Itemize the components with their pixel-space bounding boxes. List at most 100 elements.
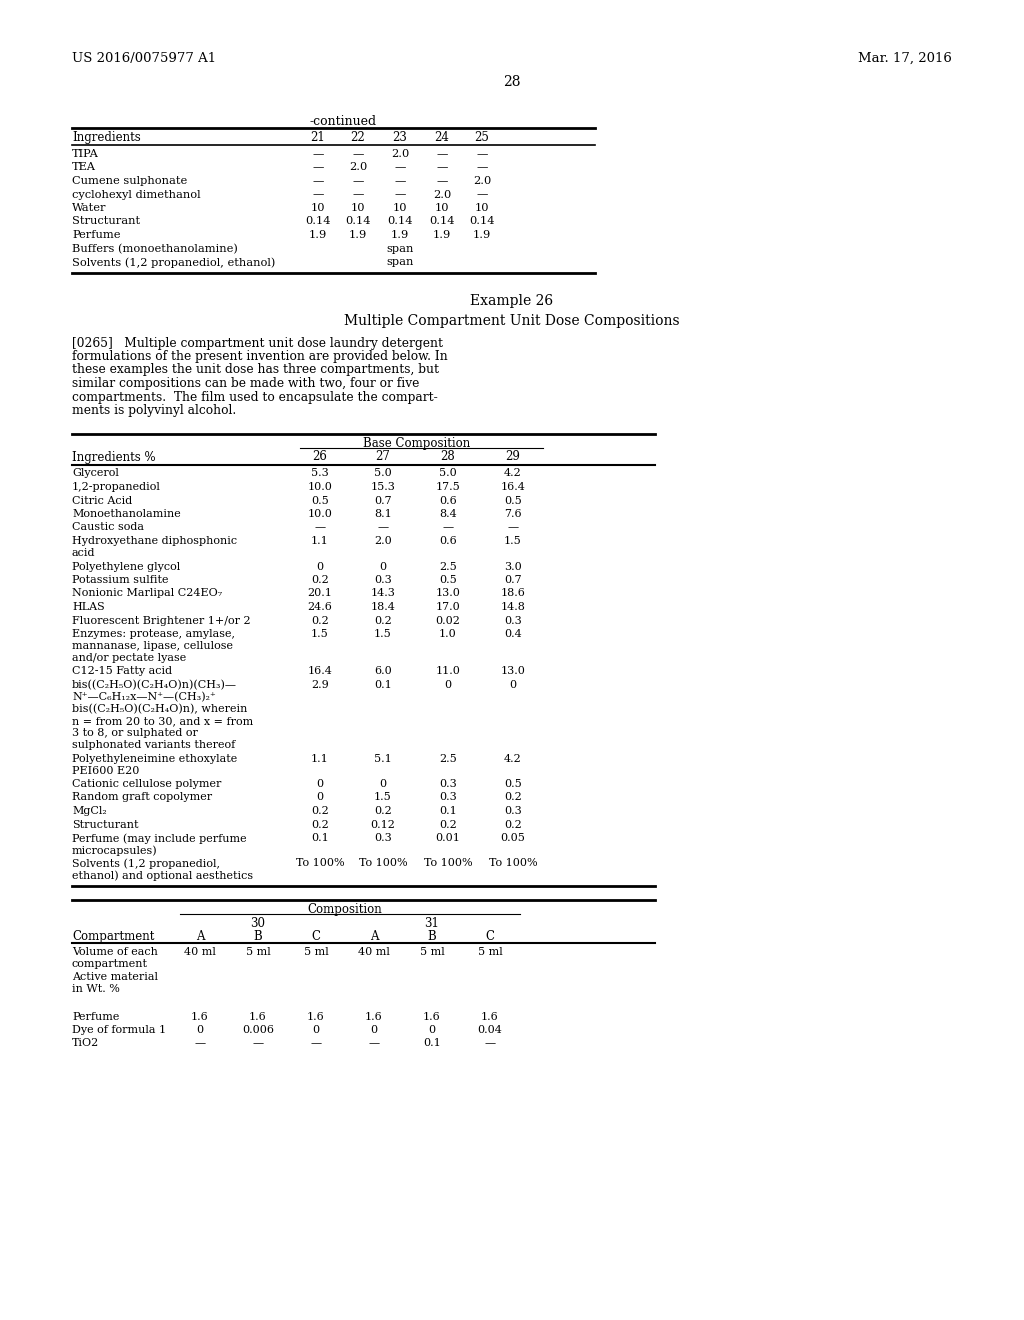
Text: 0.2: 0.2 <box>311 807 329 816</box>
Text: 2.0: 2.0 <box>473 176 492 186</box>
Text: 0.2: 0.2 <box>439 820 457 829</box>
Text: Composition: Composition <box>307 903 382 916</box>
Text: ments is polyvinyl alcohol.: ments is polyvinyl alcohol. <box>72 404 237 417</box>
Text: 0.14: 0.14 <box>469 216 495 227</box>
Text: 0: 0 <box>444 680 452 690</box>
Text: and/or pectate lyase: and/or pectate lyase <box>72 653 186 663</box>
Text: 0.3: 0.3 <box>374 833 392 843</box>
Text: Buffers (monoethanolamine): Buffers (monoethanolamine) <box>72 243 238 253</box>
Text: —: — <box>484 1039 496 1048</box>
Text: TIPA: TIPA <box>72 149 99 158</box>
Text: 0.2: 0.2 <box>504 820 522 829</box>
Text: 3 to 8, or sulphated or: 3 to 8, or sulphated or <box>72 729 198 738</box>
Text: Hydroxyethane diphosphonic: Hydroxyethane diphosphonic <box>72 536 238 546</box>
Text: 5.0: 5.0 <box>374 469 392 479</box>
Text: —: — <box>352 176 364 186</box>
Text: HLAS: HLAS <box>72 602 104 612</box>
Text: 1.9: 1.9 <box>473 230 492 240</box>
Text: 5 ml: 5 ml <box>477 946 503 957</box>
Text: —: — <box>394 162 406 173</box>
Text: 8.4: 8.4 <box>439 510 457 519</box>
Text: A: A <box>370 931 378 942</box>
Text: Fluorescent Brightener 1+/or 2: Fluorescent Brightener 1+/or 2 <box>72 615 251 626</box>
Text: —: — <box>312 149 324 158</box>
Text: 0.5: 0.5 <box>504 779 522 789</box>
Text: 0.7: 0.7 <box>374 495 392 506</box>
Text: —: — <box>195 1039 206 1048</box>
Text: 0: 0 <box>316 561 324 572</box>
Text: Potassium sulfite: Potassium sulfite <box>72 576 169 585</box>
Text: 1.5: 1.5 <box>311 630 329 639</box>
Text: 29: 29 <box>506 450 520 463</box>
Text: To 100%: To 100% <box>424 858 472 869</box>
Text: span: span <box>386 243 414 253</box>
Text: 17.5: 17.5 <box>435 482 461 492</box>
Text: Base Composition: Base Composition <box>362 437 470 450</box>
Text: acid: acid <box>72 548 95 558</box>
Text: 0: 0 <box>380 779 387 789</box>
Text: 0.3: 0.3 <box>439 779 457 789</box>
Text: 1.1: 1.1 <box>311 754 329 763</box>
Text: Solvents (1,2 propanediol,: Solvents (1,2 propanediol, <box>72 858 220 869</box>
Text: 1.6: 1.6 <box>423 1011 441 1022</box>
Text: span: span <box>386 257 414 267</box>
Text: 0: 0 <box>509 680 516 690</box>
Text: Example 26: Example 26 <box>470 294 554 309</box>
Text: 23: 23 <box>392 131 408 144</box>
Text: B: B <box>254 931 262 942</box>
Text: 2.0: 2.0 <box>391 149 410 158</box>
Text: formulations of the present invention are provided below. In: formulations of the present invention ar… <box>72 350 447 363</box>
Text: 0.05: 0.05 <box>501 833 525 843</box>
Text: 0.5: 0.5 <box>439 576 457 585</box>
Text: Monoethanolamine: Monoethanolamine <box>72 510 181 519</box>
Text: Cationic cellulose polymer: Cationic cellulose polymer <box>72 779 221 789</box>
Text: 10.0: 10.0 <box>307 482 333 492</box>
Text: 16.4: 16.4 <box>501 482 525 492</box>
Text: —: — <box>312 190 324 199</box>
Text: similar compositions can be made with two, four or five: similar compositions can be made with tw… <box>72 378 420 389</box>
Text: [0265]   Multiple compartment unit dose laundry detergent: [0265] Multiple compartment unit dose la… <box>72 337 443 350</box>
Text: 1.9: 1.9 <box>391 230 410 240</box>
Text: Nonionic Marlipal C24EO₇: Nonionic Marlipal C24EO₇ <box>72 589 222 598</box>
Text: 24.6: 24.6 <box>307 602 333 612</box>
Text: —: — <box>352 190 364 199</box>
Text: —: — <box>310 1039 322 1048</box>
Text: 1.9: 1.9 <box>309 230 327 240</box>
Text: compartment: compartment <box>72 960 148 969</box>
Text: 1.5: 1.5 <box>504 536 522 546</box>
Text: Citric Acid: Citric Acid <box>72 495 132 506</box>
Text: 26: 26 <box>312 450 328 463</box>
Text: Glycerol: Glycerol <box>72 469 119 479</box>
Text: PEI600 E20: PEI600 E20 <box>72 766 139 776</box>
Text: 0.3: 0.3 <box>374 576 392 585</box>
Text: Caustic soda: Caustic soda <box>72 523 144 532</box>
Text: Structurant: Structurant <box>72 820 138 829</box>
Text: Mar. 17, 2016: Mar. 17, 2016 <box>858 51 952 65</box>
Text: 16.4: 16.4 <box>307 667 333 676</box>
Text: 5.1: 5.1 <box>374 754 392 763</box>
Text: Multiple Compartment Unit Dose Compositions: Multiple Compartment Unit Dose Compositi… <box>344 314 680 329</box>
Text: 0.14: 0.14 <box>345 216 371 227</box>
Text: 0.2: 0.2 <box>311 820 329 829</box>
Text: 0.2: 0.2 <box>311 615 329 626</box>
Text: 28: 28 <box>503 75 521 88</box>
Text: these examples the unit dose has three compartments, but: these examples the unit dose has three c… <box>72 363 439 376</box>
Text: 1.6: 1.6 <box>366 1011 383 1022</box>
Text: 0.14: 0.14 <box>387 216 413 227</box>
Text: 2.5: 2.5 <box>439 754 457 763</box>
Text: Enzymes: protease, amylase,: Enzymes: protease, amylase, <box>72 630 234 639</box>
Text: Random graft copolymer: Random graft copolymer <box>72 792 212 803</box>
Text: Compartment: Compartment <box>72 931 155 942</box>
Text: 2.0: 2.0 <box>349 162 368 173</box>
Text: Polyethyleneimine ethoxylate: Polyethyleneimine ethoxylate <box>72 754 238 763</box>
Text: 20.1: 20.1 <box>307 589 333 598</box>
Text: compartments.  The film used to encapsulate the compart-: compartments. The film used to encapsula… <box>72 391 437 404</box>
Text: TEA: TEA <box>72 162 96 173</box>
Text: Volume of each: Volume of each <box>72 946 158 957</box>
Text: 0.2: 0.2 <box>374 615 392 626</box>
Text: 0: 0 <box>197 1026 204 1035</box>
Text: Dye of formula 1: Dye of formula 1 <box>72 1026 166 1035</box>
Text: 14.8: 14.8 <box>501 602 525 612</box>
Text: To 100%: To 100% <box>358 858 408 869</box>
Text: 1.6: 1.6 <box>307 1011 325 1022</box>
